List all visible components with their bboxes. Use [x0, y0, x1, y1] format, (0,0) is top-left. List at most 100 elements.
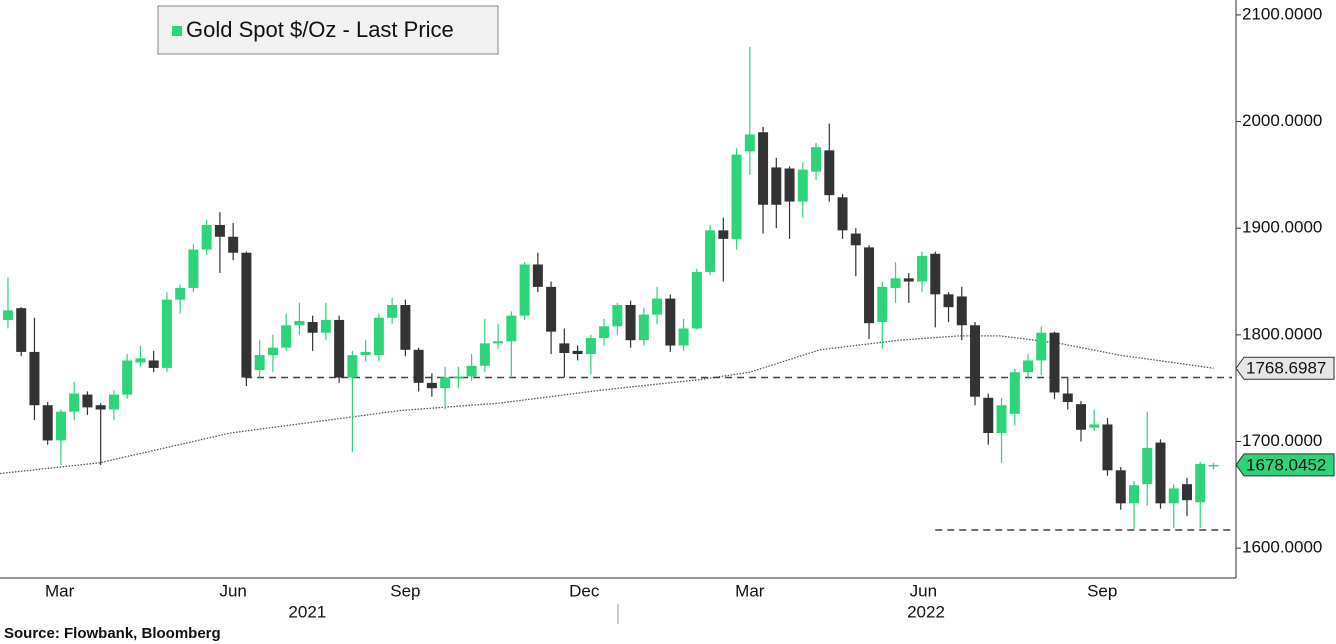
candle-body: [453, 376, 464, 379]
candle-body: [2, 310, 13, 320]
last-price-tag: 1678.0452: [1246, 455, 1326, 474]
x-tick-label: Dec: [569, 581, 600, 600]
source-note: Source: Flowbank, Bloomberg: [4, 625, 221, 642]
candle-body: [294, 320, 305, 326]
candle-body: [678, 328, 689, 346]
candle-body: [930, 253, 941, 295]
x-tick-label: Jun: [219, 581, 246, 600]
candle-body: [122, 360, 133, 395]
candle-body: [1115, 470, 1126, 504]
candle-body: [731, 154, 742, 239]
candle-body: [824, 150, 835, 196]
candle-body: [479, 343, 490, 366]
candle-body: [360, 351, 371, 356]
y-tick-label: 1600.0000: [1242, 538, 1322, 557]
candle-body: [1036, 332, 1047, 361]
candle-body: [387, 304, 398, 318]
plot-area: [0, 46, 1232, 531]
candle-body: [413, 349, 424, 383]
candle-body: [201, 225, 212, 250]
candle-body: [267, 347, 278, 356]
candle-body: [426, 382, 437, 389]
candle-body: [1062, 393, 1073, 403]
candle-body: [638, 314, 649, 341]
candle-body: [493, 341, 504, 344]
candle-body: [1128, 485, 1139, 504]
candle-body: [1155, 442, 1166, 504]
candle-body: [532, 264, 543, 287]
candle-body: [1208, 464, 1219, 467]
x-tick-label: Sep: [1087, 581, 1117, 600]
legend: Gold Spot $/Oz - Last Price: [157, 5, 499, 55]
candle-body: [42, 405, 53, 441]
candle-body: [69, 393, 80, 412]
moving-average-line: [0, 335, 1214, 475]
candle-body: [135, 358, 146, 363]
candle-body: [55, 411, 66, 441]
candle-body: [440, 377, 451, 389]
candle-body: [559, 343, 570, 353]
candle-body: [347, 355, 358, 378]
candle-body: [784, 168, 795, 202]
candle-body: [95, 405, 106, 410]
legend-label: Gold Spot $/Oz - Last Price: [186, 17, 454, 42]
candle-body: [1009, 372, 1020, 414]
candle-body: [519, 264, 530, 316]
ma-price-tag: 1768.6987: [1246, 359, 1326, 378]
candle-body: [188, 249, 199, 288]
candle-body: [228, 236, 239, 253]
candle-body: [1076, 404, 1087, 430]
candle-body: [811, 147, 822, 172]
candle-body: [546, 286, 557, 332]
candle-body: [744, 134, 755, 152]
candle-body: [612, 304, 623, 327]
candle-body: [691, 271, 702, 329]
candle-body: [506, 315, 517, 342]
y-tick-label: 2100.0000: [1242, 4, 1322, 23]
candle-body: [148, 360, 159, 368]
candle-body: [718, 230, 729, 239]
candle-body: [983, 397, 994, 433]
candle-body: [373, 317, 384, 356]
candle-body: [241, 252, 252, 378]
candle-body: [625, 304, 636, 341]
candle-body: [917, 255, 928, 282]
candle-body: [334, 319, 345, 378]
candle-body: [599, 326, 610, 339]
candle-body: [214, 225, 225, 237]
candle-body: [320, 319, 331, 333]
x-tick-label: Sep: [390, 581, 420, 600]
candle-body: [466, 365, 477, 377]
y-tick-label: 2000.0000: [1242, 111, 1322, 130]
candle-body: [797, 169, 808, 202]
candle-body: [864, 247, 875, 324]
candle-body: [850, 233, 861, 246]
candle-body: [837, 197, 848, 231]
candle-body: [307, 322, 318, 333]
last-price-tag-box: [1235, 453, 1335, 477]
candle-body: [1142, 447, 1153, 485]
candle-body: [161, 299, 172, 368]
candle-body: [108, 394, 119, 410]
ma-price-tag-box: [1235, 356, 1335, 380]
candle-body: [16, 308, 27, 352]
candle-body: [400, 304, 411, 350]
x-tick-label: Jun: [910, 581, 937, 600]
candle-body: [1023, 360, 1034, 373]
candle-body: [254, 355, 265, 371]
x-tick-label: Mar: [735, 581, 765, 600]
candle-body: [585, 338, 596, 355]
candle-body: [903, 278, 914, 282]
candle-body: [572, 350, 583, 355]
year-label: 2022: [907, 602, 945, 621]
candle-body: [758, 132, 769, 205]
legend-swatch: [172, 26, 182, 36]
candle-body: [175, 287, 186, 300]
candle-body: [652, 298, 663, 315]
candle-body: [29, 351, 40, 406]
candle-body: [996, 405, 1007, 433]
candle-body: [877, 286, 888, 323]
candle-body: [1089, 424, 1100, 428]
candle-body: [890, 278, 901, 288]
